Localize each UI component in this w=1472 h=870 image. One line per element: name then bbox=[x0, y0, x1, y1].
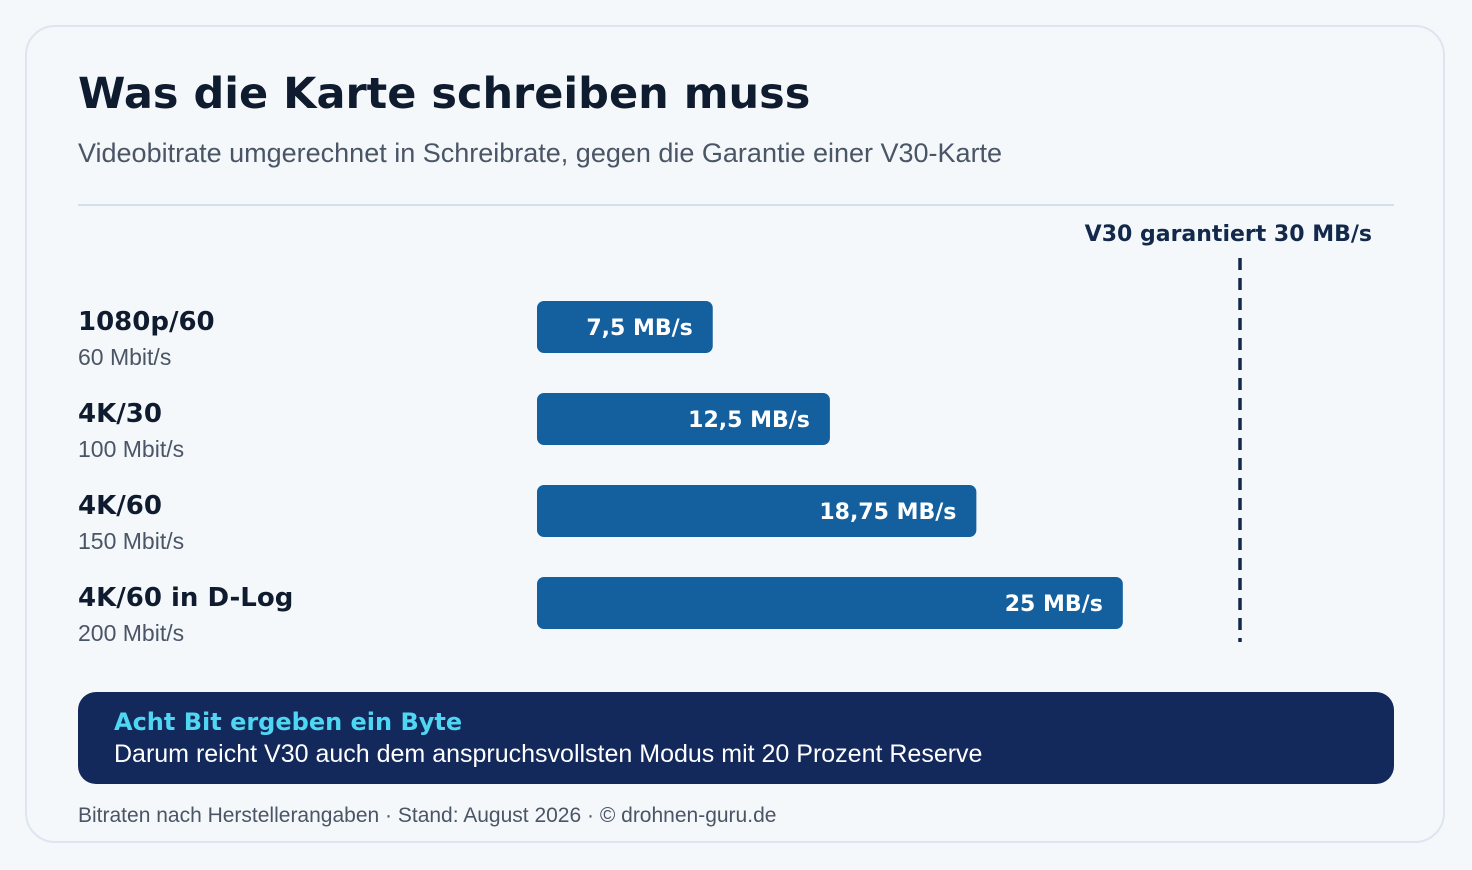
category-label: 4K/60 bbox=[78, 491, 162, 521]
info-callout: Acht Bit ergeben ein Byte Darum reicht V… bbox=[78, 692, 1394, 784]
callout-title: Acht Bit ergeben ein Byte bbox=[114, 708, 463, 736]
bar bbox=[537, 577, 1123, 629]
source-footer: Bitraten nach Herstellerangaben · Stand:… bbox=[78, 804, 777, 827]
callout-text: Darum reicht V30 auch dem anspruchsvolls… bbox=[114, 740, 983, 768]
bar bbox=[537, 301, 713, 353]
category-bitrate: 150 Mbit/s bbox=[78, 528, 184, 554]
bar-value-label: 18,75 MB/s bbox=[819, 500, 956, 525]
header-divider bbox=[78, 204, 1394, 206]
bar bbox=[537, 485, 977, 537]
bar-value-label: 12,5 MB/s bbox=[688, 408, 810, 433]
category-bitrate: 60 Mbit/s bbox=[78, 344, 171, 370]
bar-value-label: 25 MB/s bbox=[1005, 592, 1103, 617]
chart-title: Was die Karte schreiben muss bbox=[78, 69, 811, 119]
chart-subtitle: Videobitrate umgerechnet in Schreibrate,… bbox=[78, 138, 1003, 168]
category-label: 4K/30 bbox=[78, 399, 162, 429]
category-bitrate: 200 Mbit/s bbox=[78, 620, 184, 646]
category-bitrate: 100 Mbit/s bbox=[78, 436, 184, 462]
category-label: 4K/60 in D-Log bbox=[78, 583, 293, 613]
category-label: 1080p/60 bbox=[78, 307, 215, 337]
bar-value-label: 7,5 MB/s bbox=[586, 316, 692, 341]
bar bbox=[537, 393, 830, 445]
v30-reference-label: V30 garantiert 30 MB/s bbox=[1085, 222, 1372, 247]
